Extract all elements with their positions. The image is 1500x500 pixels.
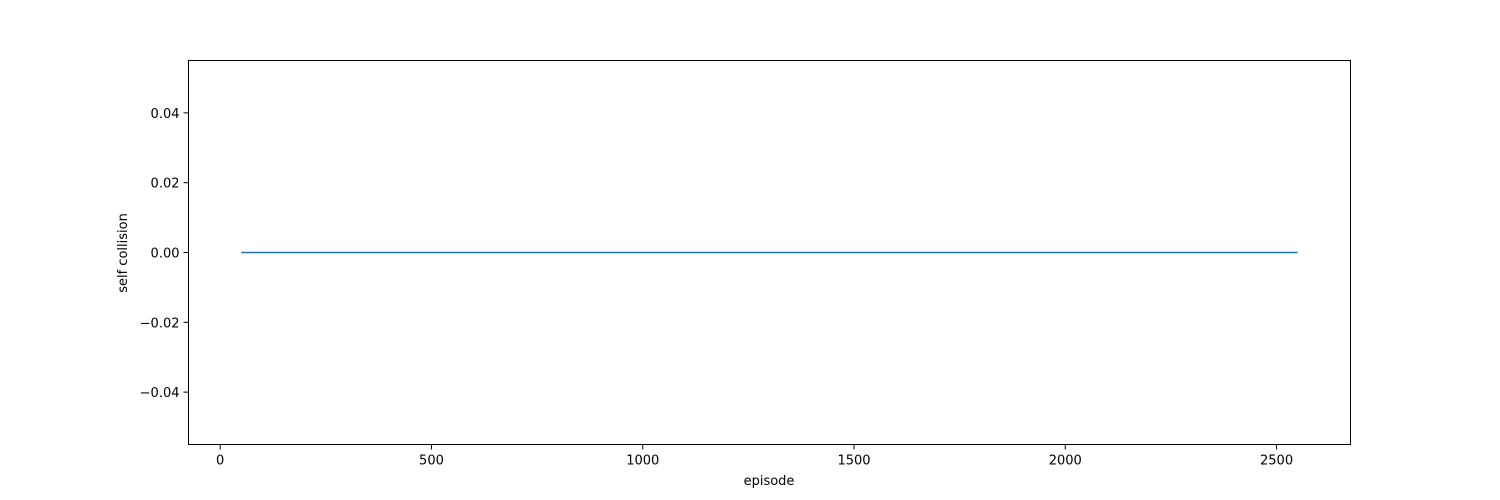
y-tick-label: 0.02 [151,177,180,192]
y-tick-label: 0.04 [151,107,180,122]
x-tick-label: 1500 [837,454,870,469]
y-tick-label: −0.02 [140,316,180,331]
y-tick-label: −0.04 [140,386,180,401]
x-axis-label: episode [744,474,795,489]
x-tick-label: 2500 [1260,454,1293,469]
x-tick-label: 500 [419,454,444,469]
x-tick-label: 1000 [626,454,659,469]
y-axis-label: self collision [116,213,131,293]
x-axis: 0 500 1000 1500 2000 2500 [216,444,1293,469]
x-tick-label: 2000 [1049,454,1082,469]
y-tick-label: 0.00 [151,247,180,262]
y-axis: −0.04 −0.02 0.00 0.02 0.04 [140,107,189,401]
x-tick-label: 0 [216,454,224,469]
